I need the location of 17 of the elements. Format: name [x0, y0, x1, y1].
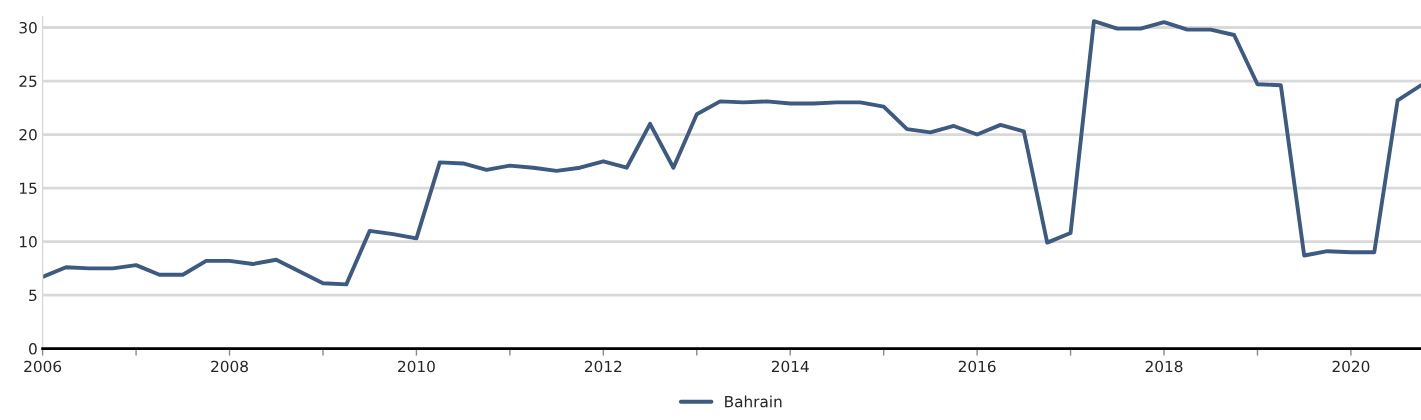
y-tick-label: 15	[20, 182, 37, 195]
x-tick-label: 2006	[24, 360, 62, 373]
y-tick-label: 10	[20, 236, 37, 248]
x-tick-label: 2008	[211, 360, 248, 373]
y-tick-label: 0	[29, 343, 37, 355]
x-tick-label: 2014	[771, 360, 809, 373]
y-tick-label: 25	[19, 75, 37, 88]
x-tick-label: 2010	[398, 360, 435, 373]
line-series	[42, 19, 1421, 287]
x-tick-label: 2012	[585, 360, 622, 373]
x-tick-label: 2018	[1145, 360, 1183, 373]
legend-label: Bahrain	[725, 395, 782, 408]
x-tick-label: 2020	[1332, 360, 1370, 373]
y-tick-label: 20	[19, 129, 37, 141]
y-tick-label: 5	[29, 289, 37, 302]
x-tick-label: 2016	[958, 360, 996, 373]
y-tick-label: 30	[19, 21, 37, 34]
